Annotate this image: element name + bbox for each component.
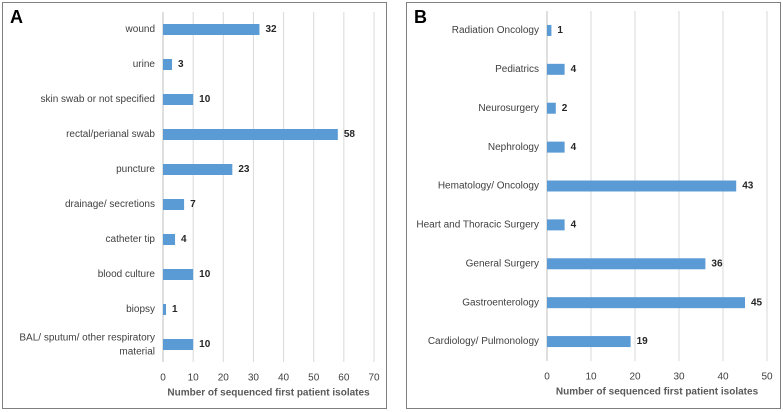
x-tick-label: 40 <box>278 373 290 384</box>
y-tick-label: Radiation Oncology <box>452 25 539 36</box>
y-tick-label: Heart and Thoracic Surgery <box>416 220 539 231</box>
panel-border <box>406 2 781 409</box>
panel-label: B <box>414 7 427 27</box>
x-axis-label: Number of sequenced first patient isolat… <box>556 387 759 398</box>
bar <box>547 258 706 270</box>
y-tick-label: Hematology/ Oncology <box>438 181 539 192</box>
x-tick-label: 10 <box>585 372 597 383</box>
bar <box>163 199 185 210</box>
x-tick-label: 50 <box>308 373 320 384</box>
label-line: material <box>117 346 155 357</box>
x-tick-label: 60 <box>338 373 350 384</box>
x-tick-label: 20 <box>629 372 641 383</box>
bar <box>163 304 167 315</box>
value-label: 23 <box>238 164 250 175</box>
value-label: 32 <box>265 24 277 35</box>
bar <box>163 59 173 70</box>
label-line: BAL/ sputum/ other respiratory <box>19 332 155 343</box>
y-tick-label: drainage/ secretions <box>65 199 155 210</box>
y-tick-label: Neurosurgery <box>478 103 539 114</box>
y-tick-label: Cardiology/ Pulmonology <box>428 336 539 347</box>
value-label: 36 <box>711 258 723 269</box>
y-tick-label: urine <box>133 59 156 70</box>
x-tick-label: 30 <box>248 373 260 384</box>
y-tick-label: Gastroenterology <box>462 297 539 308</box>
value-label: 1 <box>172 304 178 315</box>
x-tick-label: 50 <box>761 372 773 383</box>
value-label: 3 <box>178 59 184 70</box>
bar <box>547 219 565 231</box>
bar <box>163 129 338 140</box>
y-tick-label: puncture <box>116 164 155 175</box>
y-tick-label: blood culture <box>98 269 156 280</box>
x-axis-label: Number of sequenced first patient isolat… <box>167 388 370 399</box>
value-label: 7 <box>190 199 196 210</box>
bar <box>163 339 194 350</box>
bar <box>547 297 745 309</box>
bar <box>547 102 556 114</box>
panel-border <box>2 2 387 409</box>
value-label: 45 <box>751 297 763 308</box>
x-tick-label: 0 <box>544 372 550 383</box>
bar <box>163 24 260 35</box>
y-tick-label: wound <box>125 24 155 35</box>
y-tick-label: BAL/ sputum/ other respiratory material <box>19 332 155 357</box>
x-tick-label: 10 <box>188 373 200 384</box>
bar <box>547 141 565 153</box>
y-tick-label: General Surgery <box>466 258 539 269</box>
value-label: 10 <box>199 94 211 105</box>
y-tick-label: catheter tip <box>106 234 156 245</box>
x-tick-label: 0 <box>160 373 166 384</box>
value-label: 19 <box>637 336 649 347</box>
bar <box>547 336 631 348</box>
value-label: 4 <box>571 64 577 75</box>
value-label: 4 <box>571 220 577 231</box>
value-label: 2 <box>562 103 568 114</box>
bar <box>547 24 552 36</box>
y-tick-label: rectal/perianal swab <box>66 129 155 140</box>
y-tick-label: Nephrology <box>488 142 539 153</box>
bar <box>163 234 176 245</box>
bar <box>163 164 233 175</box>
value-label: 10 <box>199 339 211 350</box>
x-tick-label: 70 <box>368 373 380 384</box>
bar <box>163 94 194 105</box>
value-label: 10 <box>199 269 211 280</box>
value-label: 4 <box>571 142 577 153</box>
value-label: 4 <box>181 234 187 245</box>
y-tick-label: biopsy <box>126 304 155 315</box>
x-tick-label: 30 <box>673 372 685 383</box>
value-label: 58 <box>344 129 356 140</box>
bar <box>163 269 194 280</box>
bar <box>547 180 737 192</box>
y-tick-label: Pediatrics <box>495 64 539 75</box>
bar <box>547 63 565 75</box>
value-label: 1 <box>557 25 563 36</box>
panel-label: A <box>10 7 23 27</box>
x-tick-label: 40 <box>717 372 729 383</box>
value-label: 43 <box>742 181 754 192</box>
x-tick-label: 20 <box>218 373 230 384</box>
y-tick-label: skin swab or not specified <box>40 94 155 105</box>
